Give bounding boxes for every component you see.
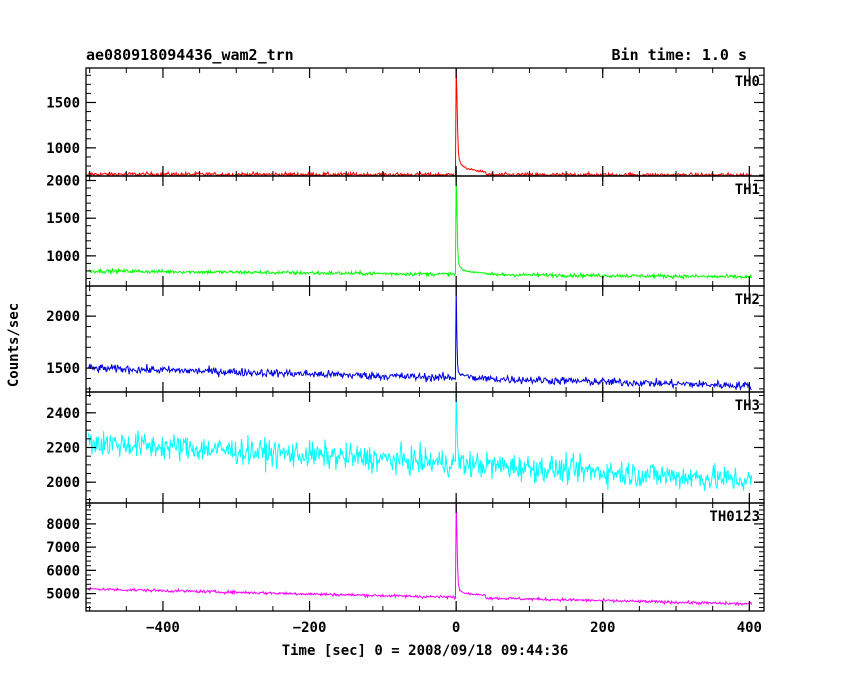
series-line-th1 <box>88 176 752 280</box>
y-tick-label: 2000 <box>46 174 80 190</box>
y-tick-label: 1000 <box>46 141 80 157</box>
series-line-th0 <box>88 68 752 176</box>
y-tick-label: 2000 <box>46 309 80 325</box>
panel-label-th2: TH2 <box>735 292 760 308</box>
x-tick-label: −400 <box>146 620 180 636</box>
panel-th1: 1000 1500 2000 TH1 <box>46 174 765 287</box>
y-tick-label: 5000 <box>46 587 80 603</box>
panel-frame <box>85 175 765 287</box>
series-line-th2 <box>88 286 752 392</box>
series-line-th0123 <box>87 503 752 607</box>
x-tick-label: 0 <box>452 620 460 636</box>
y-tick-label: 1500 <box>46 211 80 227</box>
y-tick-label: 1500 <box>46 95 80 111</box>
panels-group: 1000 1500 TH0 1000 1500 2000 TH1 1500 2000 TH2 200… <box>46 67 765 612</box>
panel-label-th3: TH3 <box>735 398 760 414</box>
panel-frame <box>85 502 765 612</box>
y-tick-label: 7000 <box>46 540 80 556</box>
panel-th2: 1500 2000 TH2 <box>46 285 765 393</box>
panel-label-th0123: TH0123 <box>709 509 760 525</box>
x-tick-label: 200 <box>590 620 615 636</box>
x-axis-label: Time [sec] 0 = 2008/09/18 09:44:36 <box>282 643 569 659</box>
y-tick-label: 2200 <box>46 441 80 457</box>
bin-time-label: Bin time: 1.0 s <box>611 46 747 64</box>
x-axis: −400 −200 0 200 400 <box>146 620 762 636</box>
x-tick-label: 400 <box>737 620 762 636</box>
panel-th3: 2000 2200 2400 TH3 <box>46 391 765 504</box>
panel-label-th1: TH1 <box>735 182 760 198</box>
y-tick-label: 2000 <box>46 475 80 491</box>
series-line-th3 <box>87 394 752 491</box>
panel-frame <box>85 67 765 177</box>
y-tick-label: 2400 <box>46 406 80 422</box>
panel-th0123: 5000 6000 7000 8000 TH0123 <box>46 502 765 612</box>
panel-th0: 1000 1500 TH0 <box>46 67 765 177</box>
y-tick-label: 1000 <box>46 249 80 265</box>
y-tick-label: 1500 <box>46 361 80 377</box>
x-tick-label: −200 <box>293 620 327 636</box>
panel-label-th0: TH0 <box>735 74 760 90</box>
y-tick-label: 6000 <box>46 563 80 579</box>
chart-title: ae080918094436_wam2_trn <box>86 46 294 64</box>
y-axis-label: Counts/sec <box>6 303 22 387</box>
y-tick-label: 8000 <box>46 517 80 533</box>
